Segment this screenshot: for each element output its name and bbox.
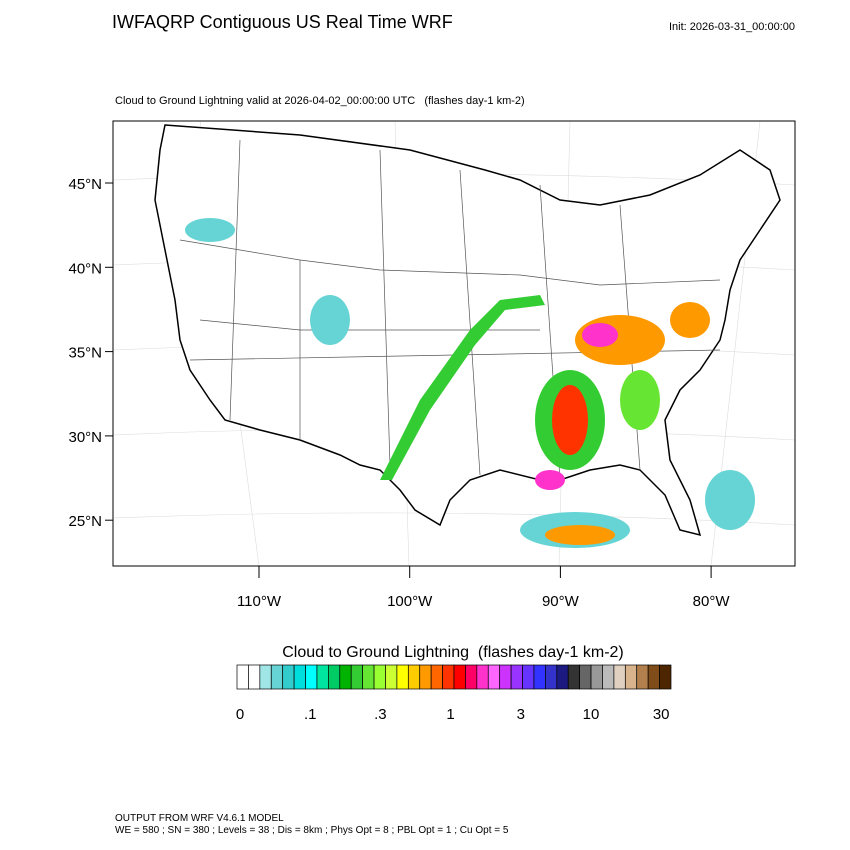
- colorbar-box: [248, 664, 261, 690]
- colorbar-box: [328, 664, 341, 690]
- colorbar-box: [270, 664, 284, 690]
- colorbar-box: [545, 664, 558, 690]
- colorbar-box: [465, 664, 478, 690]
- colorbar-box: [487, 664, 501, 690]
- lat-label: 25°N: [68, 513, 102, 530]
- colorbar-box: [533, 664, 546, 690]
- lon-label: 110°W: [237, 593, 282, 610]
- colorbar-box: [362, 664, 375, 690]
- colorbar-box: [522, 664, 535, 690]
- colorbar-box: [647, 664, 660, 690]
- lat-labels: 45°N 40°N 35°N 30°N 25°N: [68, 176, 113, 530]
- colorbar-label: .1: [304, 706, 317, 723]
- colorbar-box: [316, 664, 329, 690]
- colorbar-box: [624, 664, 638, 690]
- colorbar-box: [590, 664, 603, 690]
- colorbar-box: [476, 664, 489, 690]
- lon-label: 90°W: [542, 593, 580, 610]
- lon-label: 100°W: [387, 593, 433, 610]
- colorbar-label: 30: [653, 706, 670, 723]
- colorbar-title: Cloud to Ground Lightning (flashes day-1…: [282, 644, 624, 661]
- lat-label: 40°N: [68, 260, 102, 277]
- colorbar-box: [419, 664, 432, 690]
- colorbar-box: [499, 664, 512, 690]
- colorbar-label: 10: [583, 706, 600, 723]
- init-time: Init: 2026-03-31_00:00:00: [669, 21, 795, 33]
- colorbar-box: [567, 664, 580, 690]
- colorbar-box: [396, 664, 409, 690]
- footer-line: WE = 580 ; SN = 380 ; Levels = 38 ; Dis …: [115, 825, 509, 836]
- colorbar-box: [305, 664, 318, 690]
- colorbar-box: [510, 664, 523, 690]
- lat-label: 30°N: [68, 429, 102, 446]
- colorbar-label: 3: [517, 706, 525, 723]
- title: IWFAQRP Contiguous US Real Time WRF: [112, 12, 453, 32]
- lat-label: 35°N: [68, 345, 102, 362]
- colorbar-label: 0: [236, 706, 244, 723]
- lon-labels: 110°W 100°W 90°W 80°W: [237, 566, 730, 610]
- colorbar-box: [259, 664, 272, 690]
- colorbar-box: [385, 664, 398, 690]
- colorbar-box: [339, 664, 352, 690]
- colorbar-box: [373, 664, 386, 690]
- colorbar-box: [407, 664, 421, 690]
- colorbar-box: [236, 664, 249, 690]
- map: [112, 120, 796, 567]
- colorbar-box: [579, 664, 592, 690]
- colorbar-box: [350, 664, 363, 690]
- colorbar-box: [659, 664, 672, 690]
- colorbar-box: [442, 664, 455, 690]
- colorbar-box: [282, 664, 295, 690]
- colorbar-box: [430, 664, 443, 690]
- colorbar-label: .3: [374, 706, 387, 723]
- subtitle: Cloud to Ground Lightning valid at 2026-…: [115, 95, 525, 107]
- colorbar-box: [636, 664, 649, 690]
- colorbar-box: [556, 664, 569, 690]
- colorbar-box: [613, 664, 626, 690]
- colorbar-box: [293, 664, 306, 690]
- colorbar-box: [602, 664, 615, 690]
- lat-label: 45°N: [68, 176, 102, 193]
- colorbar-box: [453, 664, 466, 690]
- colorbar-label: 1: [446, 706, 454, 723]
- colorbar: 0 .1 .3 1 3 10 30: [236, 664, 672, 723]
- footer-line: OUTPUT FROM WRF V4.6.1 MODEL: [115, 813, 284, 824]
- lon-label: 80°W: [693, 593, 731, 610]
